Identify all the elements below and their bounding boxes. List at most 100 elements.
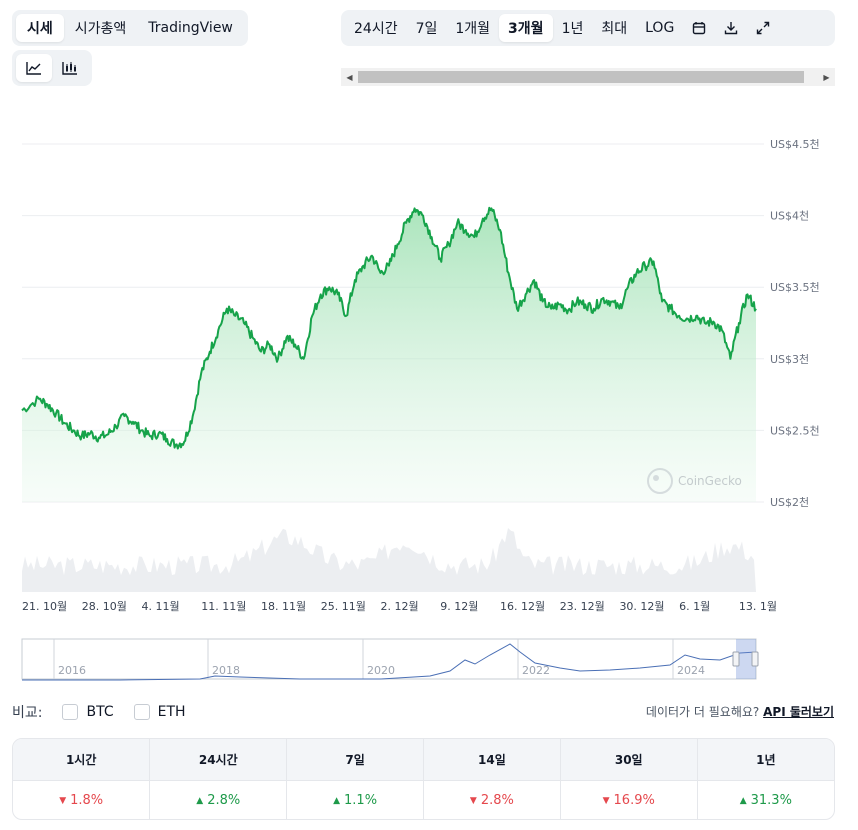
more-data-text: 데이터가 더 필요해요?: [645, 705, 760, 719]
expand-button[interactable]: [747, 14, 779, 42]
tab-1m[interactable]: 1개월: [455, 21, 491, 37]
candlestick-chart-button[interactable]: [52, 54, 88, 82]
change-value: ▲ 31.3%: [697, 779, 834, 819]
caret-up-icon: ▲: [196, 795, 204, 806]
change-percent: 2.8%: [480, 792, 514, 808]
x-tick-label: 21. 10월: [22, 600, 67, 613]
y-tick-label: US$2.5천: [770, 423, 820, 437]
change-value: ▲ 2.8%: [149, 779, 288, 819]
x-tick-label: 11. 11월: [201, 600, 246, 613]
compare-section: 비교: BTC ETH: [12, 702, 186, 722]
x-tick-label: 2. 12월: [380, 600, 418, 613]
tab-max[interactable]: 최대: [601, 21, 628, 37]
compare-eth-label[interactable]: ETH: [157, 704, 186, 720]
change-value: ▼ 1.8%: [13, 779, 151, 819]
change-percent: 1.1%: [344, 792, 378, 808]
candlestick-chart-icon: [62, 62, 77, 75]
navigator-year-label: 2024: [677, 664, 705, 677]
line-chart-icon: [26, 62, 41, 75]
range-scrollbar[interactable]: ◀ ▶: [341, 68, 835, 86]
period-header: 30일: [560, 739, 698, 780]
volume-area: [22, 528, 756, 592]
x-tick-label: 18. 11월: [261, 600, 306, 613]
caret-up-icon: ▲: [333, 795, 341, 806]
change-percent: 2.8%: [207, 792, 241, 808]
scrollbar-thumb[interactable]: [358, 71, 804, 83]
y-tick-label: US$3천: [770, 352, 809, 366]
tab-1y[interactable]: 1년: [561, 21, 584, 37]
y-axis-labels: US$2천 US$2.5천 US$3천 US$3.5천 US$4천 US$4.5천: [770, 137, 820, 509]
x-tick-label: 4. 11월: [141, 600, 179, 613]
compare-btc-label[interactable]: BTC: [86, 704, 114, 720]
tab-market-cap[interactable]: 시가총액: [74, 21, 127, 37]
x-tick-label: 30. 12월: [619, 600, 664, 613]
x-tick-label: 13. 1월: [739, 600, 777, 613]
api-link[interactable]: API 둘러보기: [763, 705, 834, 719]
period-header: 24시간: [149, 739, 288, 780]
price-area: [22, 207, 756, 503]
caret-down-icon: ▼: [602, 795, 610, 806]
y-tick-label: US$4천: [770, 209, 809, 223]
line-chart-button[interactable]: [16, 54, 52, 82]
calendar-button[interactable]: [683, 14, 715, 42]
tab-3m[interactable]: 3개월: [499, 14, 553, 42]
navigator-year-label: 2020: [367, 664, 395, 677]
compare-eth-checkbox[interactable]: [133, 704, 150, 720]
coingecko-watermark: CoinGecko: [647, 468, 742, 494]
tab-24h[interactable]: 24시간: [354, 21, 398, 37]
navigator-year-label: 2016: [58, 664, 86, 677]
range-navigator[interactable]: 2016 2018 2020 2022 2024: [0, 636, 858, 682]
tab-price[interactable]: 시세: [16, 14, 64, 42]
period-header: 14일: [423, 739, 561, 780]
navigator-year-label: 2022: [522, 664, 550, 677]
compare-btc-checkbox[interactable]: [62, 704, 79, 720]
volume-bars: [22, 528, 756, 592]
navigator-left-handle[interactable]: [732, 651, 740, 667]
change-percent: 1.8%: [70, 792, 104, 808]
period-header: 1년: [697, 739, 834, 780]
y-tick-label: US$4.5천: [770, 137, 820, 151]
period-header: 1시간: [13, 739, 151, 780]
caret-up-icon: ▲: [739, 795, 747, 806]
price-change-table: 1시간 24시간 7일 14일 30일 1년 ▼ 1.8% ▲ 2.8% ▲ 1.1% ▼ 2…: [12, 738, 835, 820]
scroll-left-icon[interactable]: ◀: [346, 72, 353, 82]
chart-mode-tabs: 시세 시가총액 TradingView: [12, 10, 248, 46]
change-value: ▼ 16.9%: [560, 779, 698, 819]
navigator-right-handle[interactable]: [751, 651, 759, 667]
period-header: 7일: [286, 739, 424, 780]
time-range-tabs: 24시간 7일 1개월 3개월 1년 최대 LOG: [341, 10, 835, 46]
calendar-icon: [693, 22, 706, 35]
change-percent: 31.3%: [750, 792, 792, 808]
change-percent: 16.9%: [613, 792, 655, 808]
navigator-year-label: 2018: [212, 664, 240, 677]
download-button[interactable]: [715, 14, 747, 42]
x-tick-label: 25. 11월: [321, 600, 366, 613]
tab-7d[interactable]: 7일: [415, 21, 438, 37]
x-tick-label: 23. 12월: [560, 600, 605, 613]
x-tick-label: 16. 12월: [500, 600, 545, 613]
x-axis-labels: 21. 10월 28. 10월 4. 11월 11. 11월 18. 11월 25. 11…: [22, 600, 777, 613]
price-line: [21, 206, 757, 450]
compare-label: 비교:: [12, 705, 43, 721]
x-tick-label: 6. 1월: [679, 600, 710, 613]
chart-type-tabs: [12, 50, 92, 86]
caret-down-icon: ▼: [469, 795, 477, 806]
tab-log[interactable]: LOG: [645, 20, 675, 36]
scroll-right-icon[interactable]: ▶: [823, 72, 830, 82]
watermark-text: CoinGecko: [678, 474, 742, 488]
navigator-selection[interactable]: [736, 639, 756, 679]
price-chart: US$2천 US$2.5천 US$3천 US$3.5천 US$4천 US$4.5천 21.…: [21, 137, 820, 613]
expand-icon: [757, 21, 770, 35]
change-value: ▲ 1.1%: [286, 779, 424, 819]
more-data-prompt: 데이터가 더 필요해요? API 둘러보기: [646, 703, 834, 720]
x-tick-label: 9. 12월: [440, 600, 478, 613]
y-tick-label: US$2천: [770, 495, 809, 509]
y-tick-label: US$3.5천: [770, 280, 820, 294]
download-icon: [725, 22, 738, 35]
x-tick-label: 28. 10월: [82, 600, 127, 613]
navigator-line: [22, 643, 757, 681]
navigator-year-labels: 2016 2018 2020 2022 2024: [58, 664, 705, 677]
change-value: ▼ 2.8%: [423, 779, 561, 819]
tab-tradingview[interactable]: TradingView: [148, 20, 233, 36]
caret-down-icon: ▼: [59, 795, 67, 806]
